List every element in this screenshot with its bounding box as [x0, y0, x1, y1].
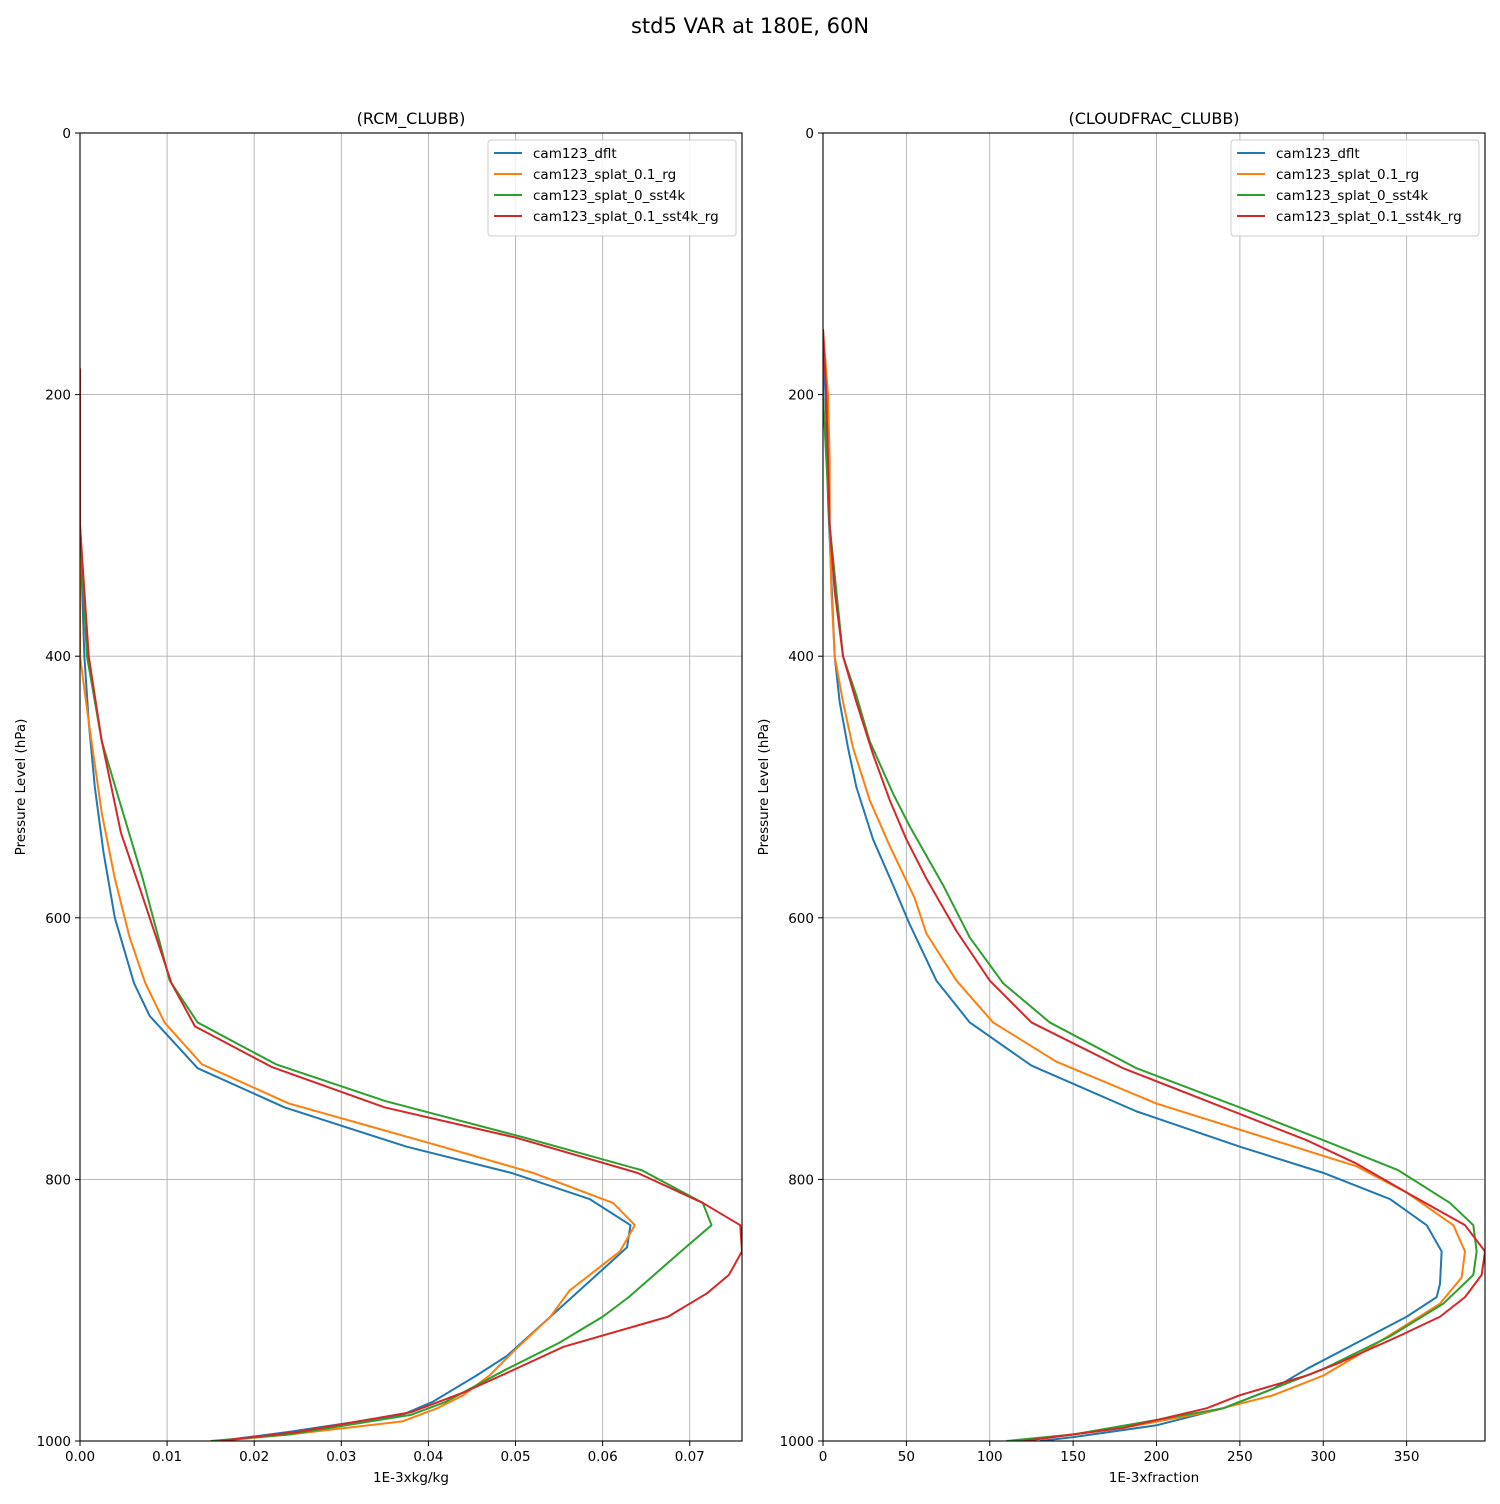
legend-box — [1230, 139, 1480, 237]
series-line-cam123_dflt — [823, 329, 1443, 1441]
x-tick-label: 0.05 — [500, 1449, 530, 1465]
series-line-cam123_splat_0.1_sst4k_rg — [80, 368, 742, 1441]
series-group — [80, 368, 742, 1441]
axes-frame — [822, 132, 1486, 1442]
x-tick-label: 0 — [819, 1449, 828, 1465]
x-tick-label: 250 — [1227, 1449, 1253, 1465]
chart-panel-1: 0.00 0.01 0.02 0.03 0.04 0.05 0.06 0.07 0 200 400 6… — [13, 109, 743, 1486]
figure-suptitle: std5 VAR at 180E, 60N — [630, 14, 870, 38]
y-tick-label: 400 — [45, 649, 71, 665]
y-axis-label: Pressure Level (hPa) — [13, 719, 29, 856]
series-line-cam123_splat_0_sst4k — [80, 368, 713, 1441]
x-axis-label: 1E-3xfraction — [1109, 1470, 1199, 1486]
x-tick-label: 50 — [898, 1449, 915, 1465]
x-tick-label: 200 — [1144, 1449, 1170, 1465]
x-tick-label: 150 — [1060, 1449, 1086, 1465]
legend-entry-label: cam123_dflt — [1276, 146, 1360, 162]
y-tick-label: 0 — [805, 126, 814, 142]
x-tick-label: 0.04 — [413, 1449, 443, 1465]
legend-entry-label: cam123_splat_0_sst4k — [1276, 188, 1428, 204]
y-tick-label: 400 — [788, 649, 814, 665]
x-tick-label: 0.01 — [152, 1449, 182, 1465]
series-line-cam123_splat_0_sst4k — [823, 329, 1478, 1441]
y-axis-label: Pressure Level (hPa) — [756, 719, 772, 856]
legend-entry-label: cam123_splat_0.1_rg — [533, 167, 676, 183]
x-axis-label: 1E-3xkg/kg — [373, 1470, 449, 1486]
legend: cam123_dflt cam123_splat_0.1_rg cam123_spl… — [487, 139, 737, 237]
x-tick-label: 0.02 — [239, 1449, 269, 1465]
legend-entry-label: cam123_splat_0.1_sst4k_rg — [1276, 209, 1462, 225]
axes-frame — [79, 132, 743, 1442]
series-group — [823, 329, 1485, 1441]
series-line-cam123_dflt — [80, 368, 632, 1441]
panel-title: (CLOUDFRAC_CLUBB) — [1068, 109, 1239, 129]
legend-entry-label: cam123_splat_0.1_rg — [1276, 167, 1419, 183]
x-tick-label: 0.06 — [588, 1449, 618, 1465]
y-tick-label: 0 — [62, 126, 71, 142]
y-tick-label: 800 — [788, 1172, 814, 1188]
legend: cam123_dflt cam123_splat_0.1_rg cam123_spl… — [1230, 139, 1480, 237]
series-line-cam123_splat_0.1_sst4k_rg — [823, 329, 1485, 1441]
y-tick-label: 800 — [45, 1172, 71, 1188]
y-tick-label: 600 — [45, 911, 71, 927]
panel-title: (RCM_CLUBB) — [357, 109, 466, 129]
legend-entry-label: cam123_splat_0_sst4k — [533, 188, 685, 204]
legend-box — [487, 139, 737, 237]
series-line-cam123_splat_0.1_rg — [823, 329, 1466, 1441]
series-line-cam123_splat_0.1_rg — [80, 368, 636, 1441]
x-tick-label: 0.03 — [326, 1449, 356, 1465]
x-tick-label: 350 — [1394, 1449, 1420, 1465]
x-tick-label: 100 — [977, 1449, 1003, 1465]
y-tick-label: 200 — [788, 388, 814, 404]
y-tick-label: 200 — [45, 388, 71, 404]
legend-entry-label: cam123_dflt — [533, 146, 617, 162]
y-tick-label: 1000 — [37, 1434, 71, 1450]
y-tick-label: 1000 — [780, 1434, 814, 1450]
legend-entry-label: cam123_splat_0.1_sst4k_rg — [533, 209, 719, 225]
x-tick-label: 0.07 — [675, 1449, 705, 1465]
y-tick-label: 600 — [788, 911, 814, 927]
x-tick-label: 0.00 — [65, 1449, 95, 1465]
x-tick-label: 300 — [1310, 1449, 1336, 1465]
chart-panel-2: 0 50 100 150 200 250 300 350 0 200 400 600 800 1000 (C… — [756, 109, 1486, 1486]
